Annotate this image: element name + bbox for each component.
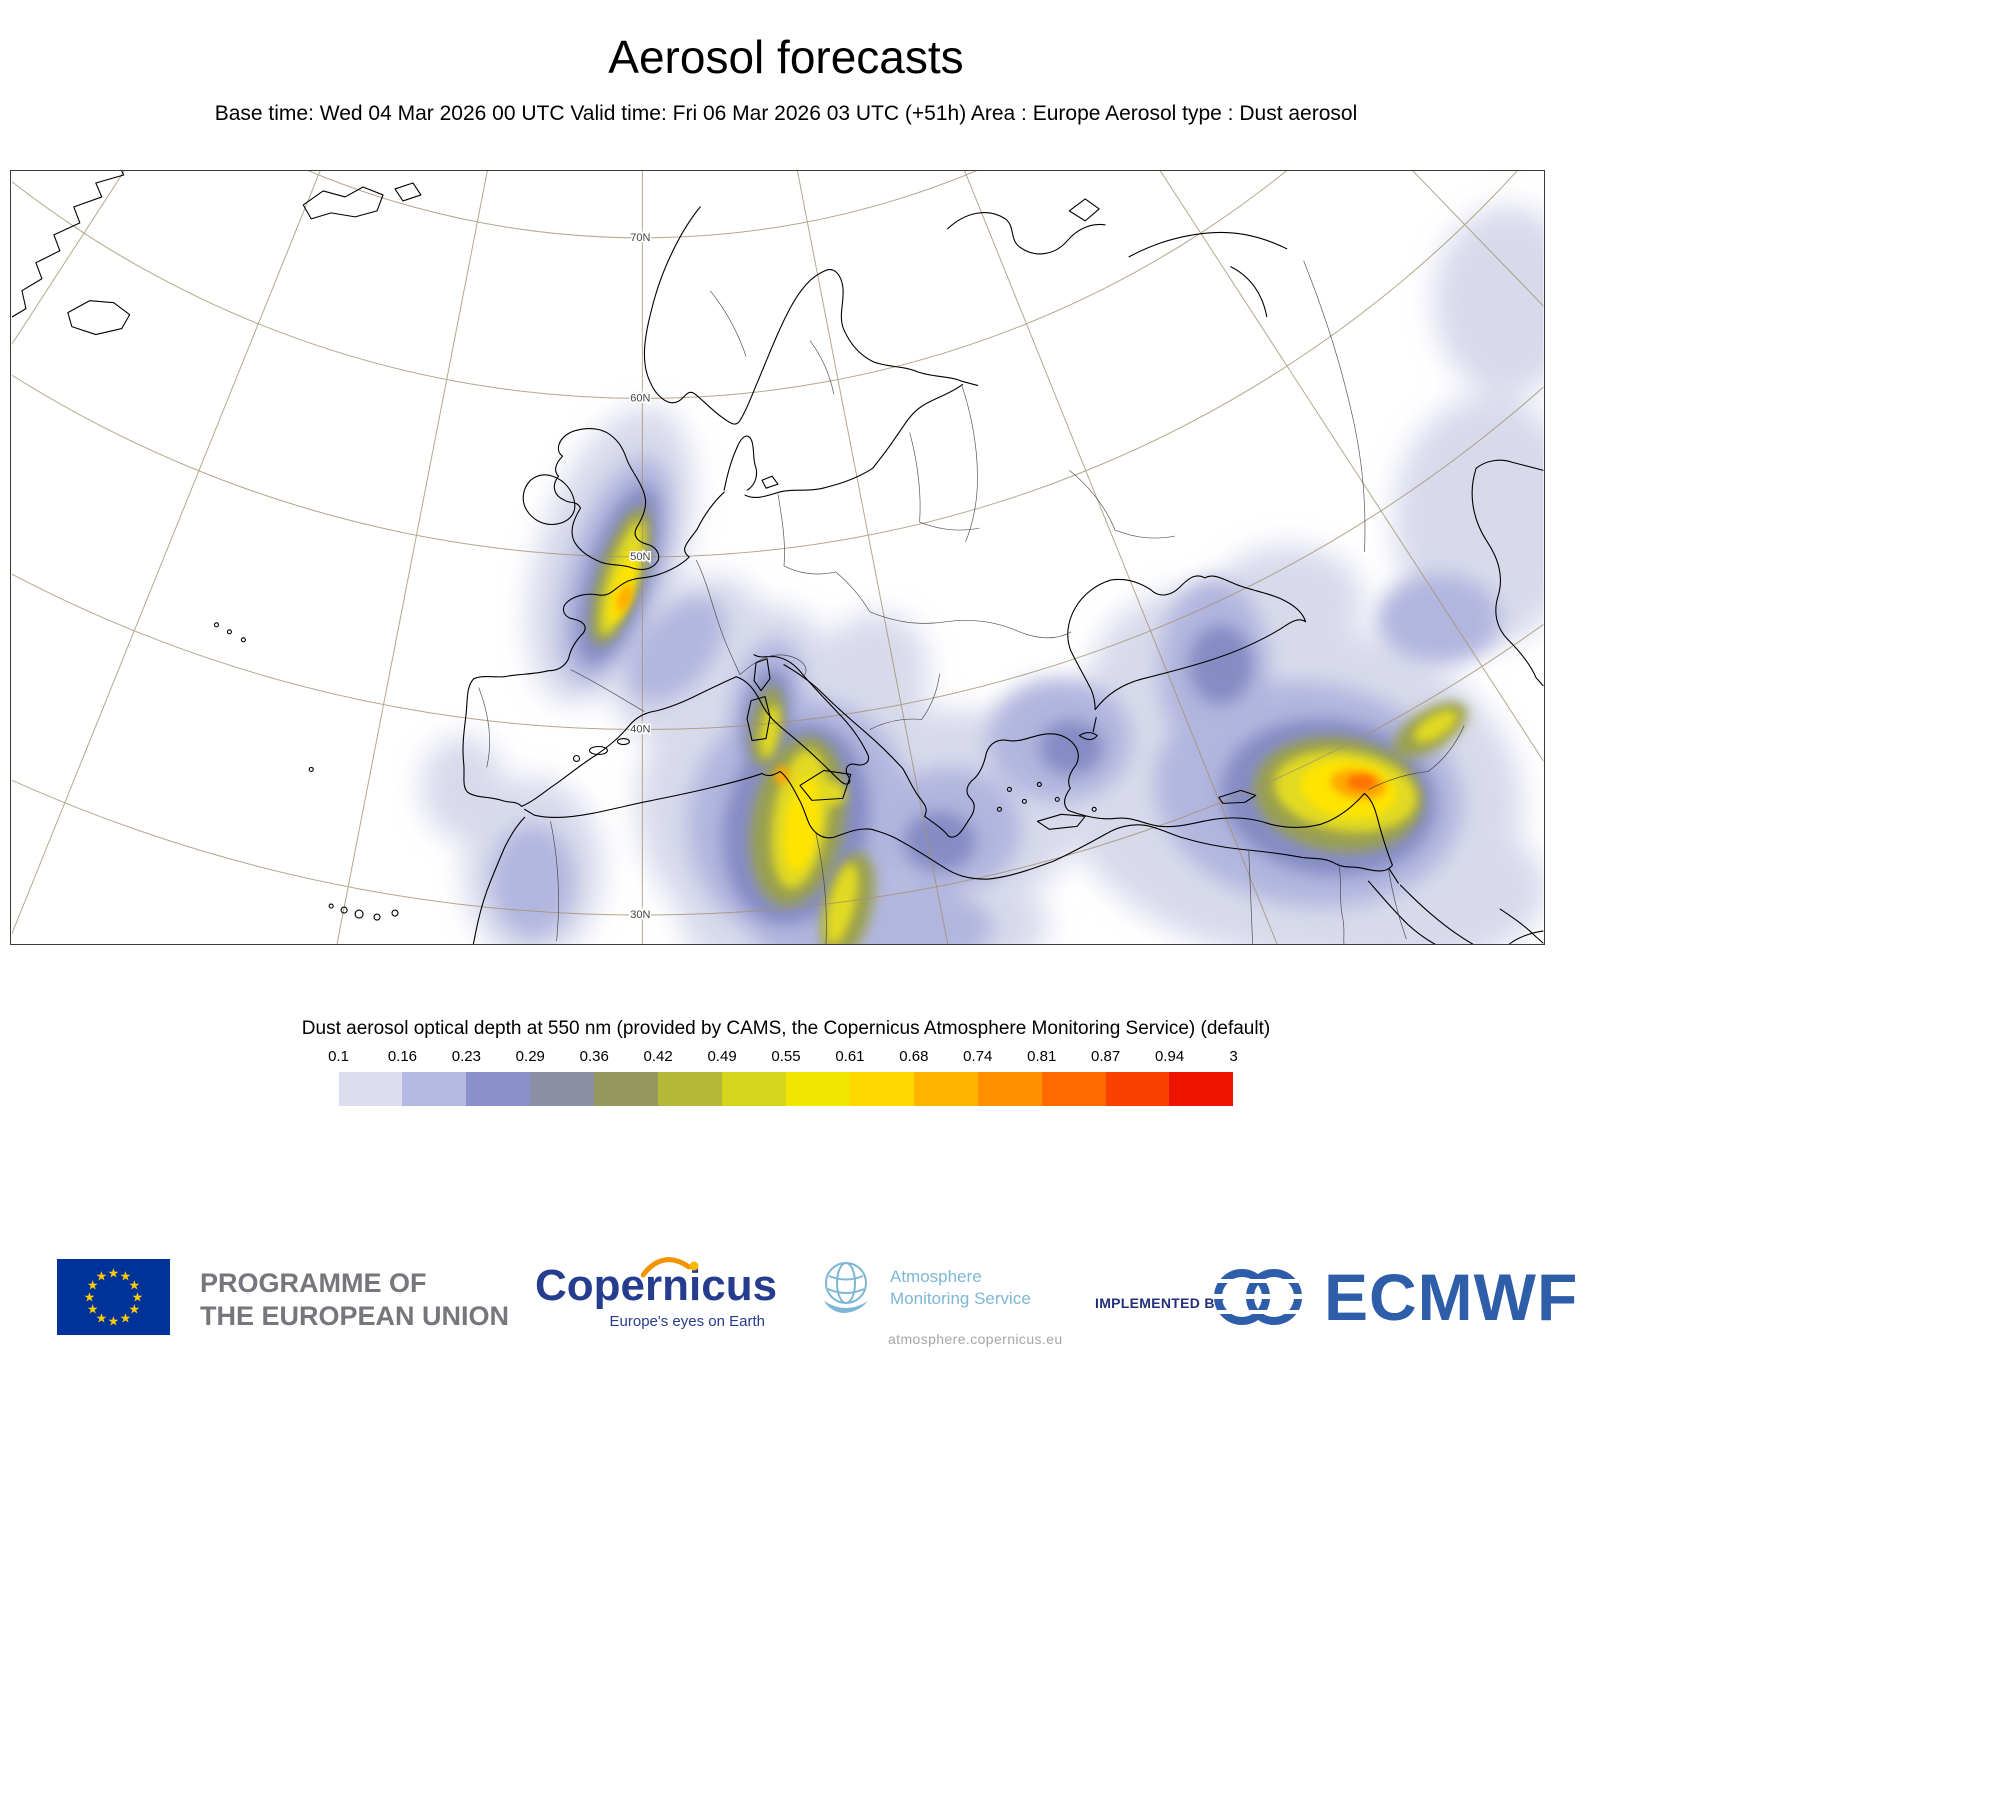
colorbar-segment [722, 1072, 786, 1106]
lat-label-60n: 60N [630, 392, 650, 404]
ams-text: Atmosphere Monitoring Service [890, 1266, 1031, 1310]
colorbar-segment [1169, 1072, 1234, 1106]
colorbar-tick-label: 0.42 [643, 1048, 673, 1065]
colorbar-segment [338, 1072, 403, 1106]
colorbar-tick-label: 0.49 [707, 1048, 737, 1065]
eu-star: ★ [87, 1302, 99, 1317]
ams-url: atmosphere.copernicus.eu [888, 1331, 1063, 1347]
lat-label-40n: 40N [630, 724, 650, 736]
forecast-subtitle: Base time: Wed 04 Mar 2026 00 UTC Valid … [214, 102, 1358, 125]
colorbar-tick-label: 0.55 [771, 1048, 801, 1065]
colorbar-tick-label: 0.23 [451, 1048, 481, 1065]
eu-star: ★ [96, 1269, 108, 1284]
colorbar-tick-label: 3 [1229, 1048, 1238, 1065]
eu-star: ★ [132, 1290, 144, 1305]
eu-star: ★ [120, 1310, 132, 1325]
lat-label-30n: 30N [630, 909, 650, 921]
copernicus-swoosh-icon [641, 1257, 699, 1278]
coastlines [11, 171, 1544, 944]
colorbar-tick-label: 0.61 [835, 1048, 865, 1065]
colorbar-segment [594, 1072, 659, 1106]
colorbar-wrap: 0.1 0.16 0.23 0.29 0.36 0.42 0.49 0.55 0.61 0.68 0… [328, 1048, 1238, 1106]
colorbar-tick-label: 0.36 [579, 1048, 609, 1065]
colorbar-segment [1105, 1072, 1170, 1106]
lat-label-70n: 70N [630, 232, 650, 244]
colorbar-segment [849, 1072, 914, 1106]
colorbar [338, 1072, 1234, 1106]
eu-flag-logo: ★ ★★★★★★★★★★★ [57, 1259, 170, 1335]
colorbar-tick-label: 0.68 [899, 1048, 929, 1065]
ecmwf-rings-icon [1212, 1269, 1312, 1325]
eu-star: ★ [128, 1278, 140, 1293]
colorbar-tick-label: 0.81 [1027, 1048, 1057, 1065]
eu-star: ★ [108, 1314, 120, 1329]
colorbar-segment [530, 1072, 595, 1106]
ecmwf-logo: ECMWF [1212, 1259, 1578, 1335]
ams-line2: Monitoring Service [890, 1289, 1031, 1308]
eu-flag-field [57, 1259, 170, 1335]
lat-label-50n: 50N [630, 551, 650, 563]
eu-star: ★ [128, 1302, 140, 1317]
copernicus-name: Copernicus [535, 1261, 778, 1310]
eu-star: ★ [120, 1269, 132, 1284]
copernicus-tagline: Europe's eyes on Earth [609, 1313, 765, 1330]
colorbar-ticks: 0.1 0.16 0.23 0.29 0.36 0.42 0.49 0.55 0.61 0.68 0… [328, 1048, 1238, 1072]
forecast-map: 70N 60N 50N 40N 30N [10, 170, 1545, 945]
ams-logo: Atmosphere Monitoring Service atmosphere… [818, 1257, 1063, 1347]
eu-star: ★ [87, 1278, 99, 1293]
aerosol-plumes [420, 205, 1544, 944]
colorbar-segment [913, 1072, 978, 1106]
eu-star: ★ [108, 1266, 120, 1281]
colorbar-segment [402, 1072, 467, 1106]
ecmwf-wordmark: ECMWF [1324, 1260, 1579, 1334]
ams-line1: Atmosphere [890, 1266, 982, 1286]
copernicus-logo: Copernicus Europe's eyes on Earth [535, 1257, 777, 1330]
eu-star: ★ [84, 1290, 96, 1305]
colorbar-legend: Dust aerosol optical depth at 550 nm (pr… [0, 1018, 1572, 1106]
colorbar-tick-label: 0.29 [515, 1048, 545, 1065]
eu-programme-line2: THE EUROPEAN UNION [200, 1300, 510, 1331]
colorbar-segment [977, 1072, 1042, 1106]
country-borders [478, 260, 1465, 944]
colorbar-tick-label: 0.87 [1091, 1048, 1121, 1065]
eu-flag-stars: ★ ★★★★★★★★★★★ [84, 1266, 144, 1329]
page-title: Aerosol forecasts [608, 31, 964, 83]
colorbar-segment [785, 1072, 850, 1106]
implemented-by-label: IMPLEMENTED BY [1095, 1295, 1225, 1311]
graticule [11, 171, 1544, 944]
eu-programme-text: PROGRAMME OF THE EUROPEAN UNION [200, 1267, 509, 1333]
colorbar-tick-label: 0.16 [387, 1048, 418, 1065]
colorbar-tick-label: 0.74 [963, 1048, 993, 1065]
latitude-labels: 70N 60N 50N 40N 30N [629, 230, 652, 922]
europe-map-svg: 70N 60N 50N 40N 30N [11, 171, 1544, 944]
colorbar-segment [658, 1072, 723, 1106]
eu-star: ★ [96, 1310, 108, 1325]
colorbar-segment [466, 1072, 531, 1106]
ams-globe-icon [824, 1262, 868, 1313]
colorbar-title: Dust aerosol optical depth at 550 nm (pr… [301, 1018, 1271, 1039]
colorbar-tick-label: 0.94 [1154, 1048, 1185, 1065]
footer-logos: ★ ★ ★ ★ ★ ★ ★ ★ ★ ★ ★ ★ PROGRAMME OF THE EUROPEAN U… [0, 1255, 1577, 1375]
colorbar-segment [1041, 1072, 1106, 1106]
copernicus-wordmark: Copernicus [535, 1257, 777, 1311]
eu-programme-line1: PROGRAMME OF [200, 1268, 427, 1298]
colorbar-tick-label: 0.1 [328, 1048, 349, 1065]
